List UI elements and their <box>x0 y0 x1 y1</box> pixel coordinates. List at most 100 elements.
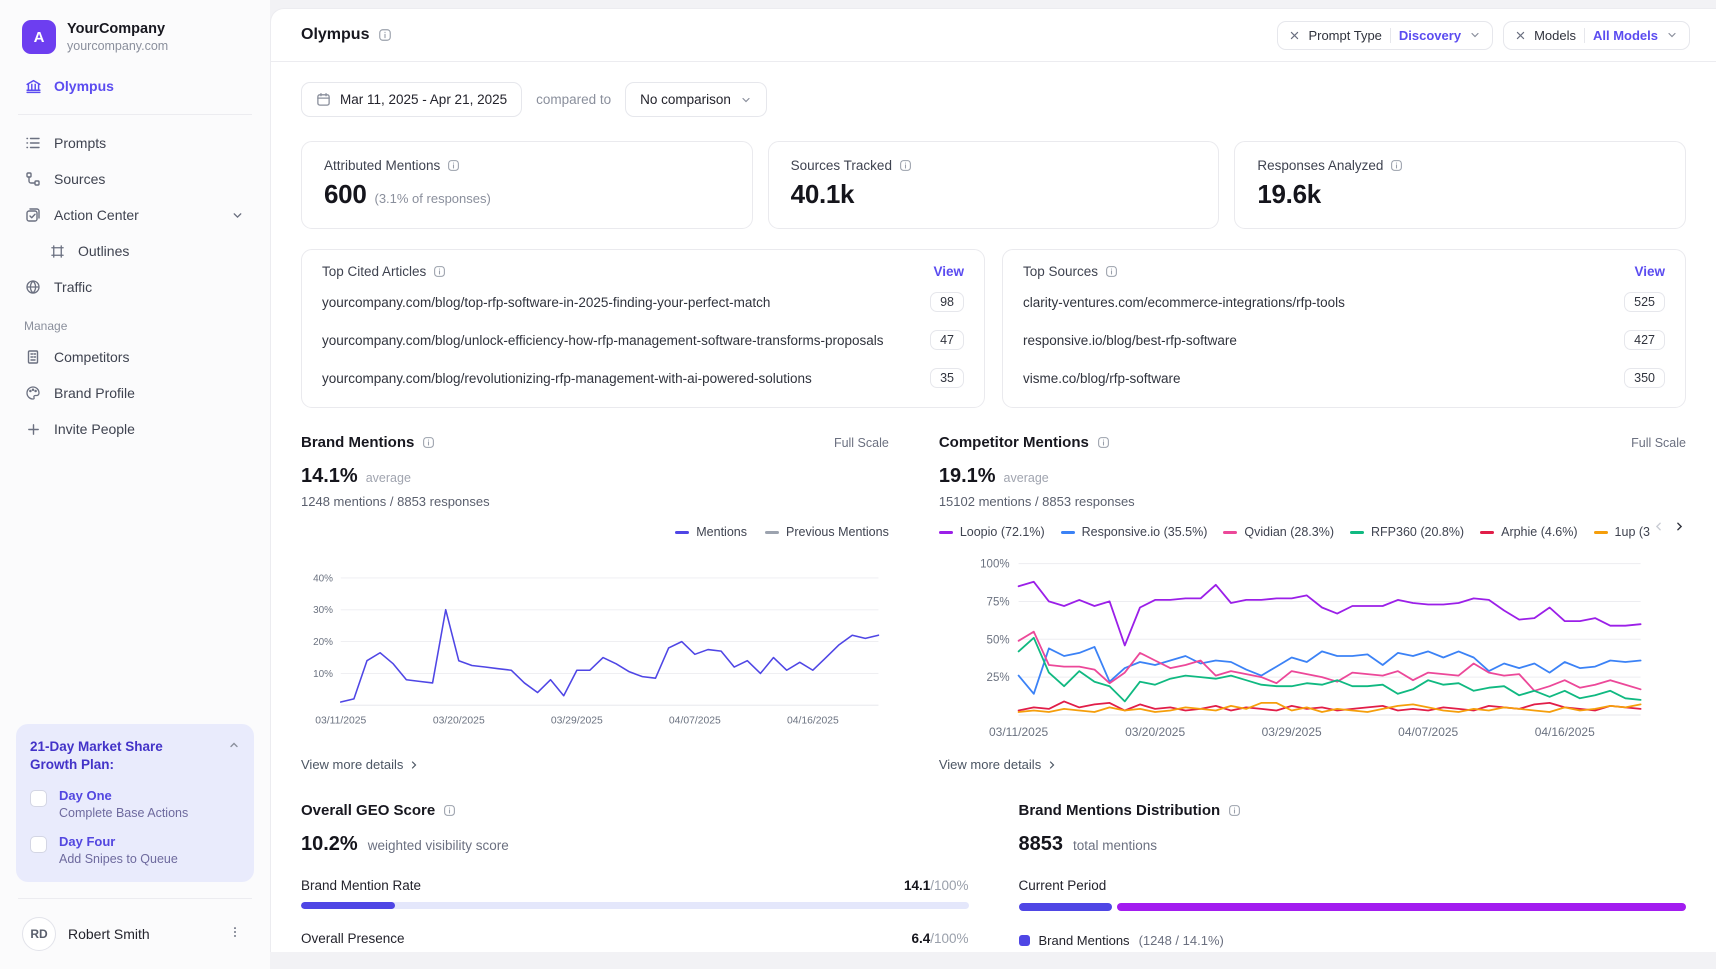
plan-item-title: Day One <box>59 788 188 803</box>
info-icon[interactable] <box>378 28 392 42</box>
filter-label: Prompt Type <box>1308 28 1381 43</box>
list-item[interactable]: responsive.io/blog/best-rfp-software 427 <box>1023 321 1665 359</box>
list-icon <box>24 134 42 152</box>
sidebar-item-label: Outlines <box>78 243 129 259</box>
filter-value: Discovery <box>1399 28 1461 43</box>
metric-value: 6.4 <box>911 931 930 946</box>
sidebar-item-brand-profile[interactable]: Brand Profile <box>14 375 256 411</box>
source-url: responsive.io/blog/best-rfp-software <box>1023 333 1237 348</box>
plan-item-subtitle: Complete Base Actions <box>59 806 188 820</box>
list-item[interactable]: visme.co/blog/rfp-software 350 <box>1023 359 1665 397</box>
sidebar-item-outlines[interactable]: Outlines <box>14 233 256 269</box>
legend-label: Loopio (72.1%) <box>960 525 1045 539</box>
legend-item-1up: 1up (3 <box>1594 525 1650 539</box>
stat-card-attributed-mentions: Attributed Mentions 600 (3.1% of respons… <box>301 141 753 229</box>
svg-text:04/07/2025: 04/07/2025 <box>1398 725 1458 739</box>
chevron-up-icon[interactable] <box>228 738 240 756</box>
mentions-summary: 1248 mentions / 8853 responses <box>301 494 889 509</box>
sidebar-item-olympus[interactable]: Olympus <box>14 68 256 104</box>
info-icon[interactable] <box>1228 804 1241 817</box>
svg-text:25%: 25% <box>986 672 1009 684</box>
close-icon[interactable] <box>1289 30 1300 41</box>
legend-swatch <box>1594 531 1608 534</box>
chevron-down-icon <box>740 94 752 106</box>
info-icon[interactable] <box>1105 265 1118 278</box>
brand-mentions-section: Brand Mentions Full Scale 14.1% average … <box>301 434 889 772</box>
filter-models[interactable]: Models All Models <box>1503 21 1690 50</box>
progress-track <box>301 902 969 909</box>
divider <box>1390 28 1391 43</box>
full-scale-toggle[interactable]: Full Scale <box>1631 436 1686 450</box>
kebab-menu-icon[interactable] <box>222 921 248 948</box>
legend-label: RFP360 (20.8%) <box>1371 525 1464 539</box>
legend-item-mentions: Mentions <box>675 525 747 539</box>
svg-text:50%: 50% <box>986 634 1009 646</box>
info-icon[interactable] <box>433 265 446 278</box>
info-icon[interactable] <box>443 804 456 817</box>
info-icon[interactable] <box>422 436 435 449</box>
sidebar-item-prompts[interactable]: Prompts <box>14 125 256 161</box>
chevron-down-icon <box>1666 29 1678 41</box>
view-more-label: View more details <box>939 757 1041 772</box>
sidebar-item-sources[interactable]: Sources <box>14 161 256 197</box>
sidebar-item-traffic[interactable]: Traffic <box>14 269 256 305</box>
date-range-button[interactable]: Mar 11, 2025 - Apr 21, 2025 <box>301 82 522 117</box>
count-badge: 525 <box>1624 292 1665 312</box>
sidebar-footer-divider <box>18 898 252 899</box>
stat-value: 40.1k <box>791 179 855 210</box>
day-four-checkbox[interactable] <box>30 836 47 853</box>
plan-item-day-one[interactable]: Day One Complete Base Actions <box>30 788 240 820</box>
stat-note: (3.1% of responses) <box>374 191 490 206</box>
chevron-down-icon <box>228 206 246 224</box>
filter-prompt-type[interactable]: Prompt Type Discovery <box>1277 21 1493 50</box>
svg-text:100%: 100% <box>980 559 1009 571</box>
list-item[interactable]: clarity-ventures.com/ecommerce-integrati… <box>1023 283 1665 321</box>
svg-text:30%: 30% <box>313 605 333 616</box>
growth-plan-title: 21-Day Market Share Growth Plan: <box>30 738 200 774</box>
legend-item-rfp360: RFP360 (20.8%) <box>1350 525 1464 539</box>
legend-swatch <box>1350 531 1364 534</box>
info-icon[interactable] <box>1390 159 1403 172</box>
article-url: yourcompany.com/blog/revolutionizing-rfp… <box>322 371 812 386</box>
topbar: Olympus Prompt Type Discovery <box>271 9 1716 62</box>
user-menu[interactable]: RD Robert Smith <box>14 911 256 955</box>
svg-text:03/11/2025: 03/11/2025 <box>315 715 366 726</box>
view-more-details-link[interactable]: View more details <box>301 757 889 772</box>
filter-label: Models <box>1534 28 1576 43</box>
info-icon[interactable] <box>1097 436 1110 449</box>
day-one-checkbox[interactable] <box>30 790 47 807</box>
plan-item-title: Day Four <box>59 834 178 849</box>
legend-label: Mentions <box>696 525 747 539</box>
svg-text:75%: 75% <box>986 596 1009 608</box>
view-link[interactable]: View <box>933 264 964 279</box>
top-sources-panel: Top Sources View clarity-ventures.com/ec… <box>1002 249 1686 408</box>
sidebar-item-invite-people[interactable]: Invite People <box>14 411 256 447</box>
comparison-select[interactable]: No comparison <box>625 82 767 117</box>
svg-text:03/29/2025: 03/29/2025 <box>1261 725 1321 739</box>
list-item[interactable]: yourcompany.com/blog/unlock-efficiency-h… <box>322 321 964 359</box>
chevron-left-icon[interactable] <box>1652 520 1665 533</box>
source-url: clarity-ventures.com/ecommerce-integrati… <box>1023 295 1345 310</box>
sidebar-item-competitors[interactable]: Competitors <box>14 339 256 375</box>
distribution-legend-brand: Brand Mentions (1248 / 14.1%) <box>1019 933 1687 948</box>
sidebar-item-action-center[interactable]: Action Center <box>14 197 256 233</box>
legend-swatch <box>1061 531 1075 534</box>
legend-swatch <box>1019 935 1030 946</box>
info-icon[interactable] <box>447 159 460 172</box>
chevron-right-icon[interactable] <box>1673 520 1686 533</box>
section-title: Overall GEO Score <box>301 802 435 819</box>
competitor-mentions-chart: 25%50%75%100%03/11/202503/20/202503/29/2… <box>939 543 1686 743</box>
list-item[interactable]: yourcompany.com/blog/revolutionizing-rfp… <box>322 359 964 397</box>
full-scale-toggle[interactable]: Full Scale <box>834 436 889 450</box>
view-more-details-link[interactable]: View more details <box>939 757 1686 772</box>
org-switcher[interactable]: A YourCompany yourcompany.com <box>14 18 256 68</box>
svg-text:10%: 10% <box>313 669 333 680</box>
legend-item-arphie: Arphie (4.6%) <box>1480 525 1577 539</box>
plan-item-day-four[interactable]: Day Four Add Snipes to Queue <box>30 834 240 866</box>
legend-swatch <box>675 531 689 534</box>
geo-score-value: 10.2% <box>301 833 358 856</box>
close-icon[interactable] <box>1515 30 1526 41</box>
info-icon[interactable] <box>899 159 912 172</box>
list-item[interactable]: yourcompany.com/blog/top-rfp-software-in… <box>322 283 964 321</box>
view-link[interactable]: View <box>1634 264 1665 279</box>
